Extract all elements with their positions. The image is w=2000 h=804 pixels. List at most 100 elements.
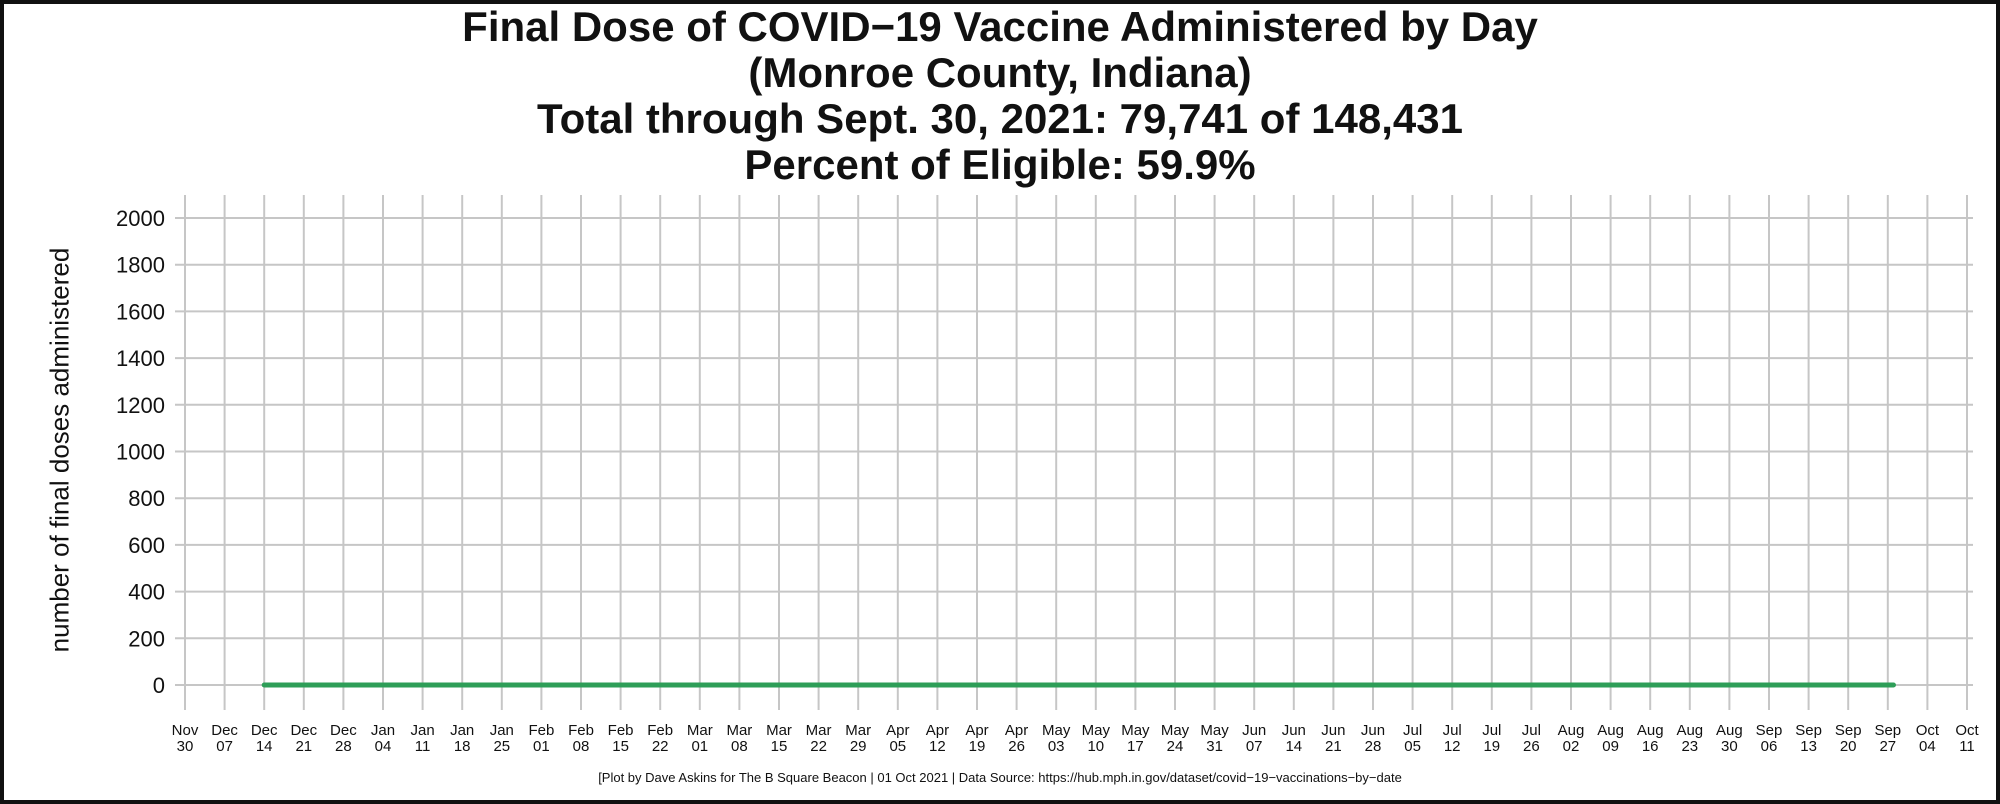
x-tick-label: Jul 19 [1482,722,1501,755]
x-tick-label: Aug 16 [1637,722,1664,755]
x-tick-month: Jan [411,722,435,739]
x-tick-month: Oct [1916,722,1940,739]
y-tick-label: 1800 [116,253,165,278]
footer-credit: [Plot by Dave Askins for The B Square Be… [598,770,1402,785]
x-tick-day: 21 [295,738,312,755]
y-axis-ticks: 0 200 400 600 800 1000 1200 1400 1600 1800 2000 [116,206,165,698]
x-tick-month: Feb [608,722,634,739]
x-tick-month: Jan [450,722,474,739]
x-tick-label: Sep 27 [1874,722,1901,755]
x-tick-day: 02 [1563,738,1580,755]
x-tick-month: Jan [490,722,514,739]
x-tick-label: Nov 30 [172,722,199,755]
x-tick-label: Feb 22 [647,722,673,755]
x-tick-day: 15 [612,738,629,755]
x-tick-label: Jun 28 [1361,722,1385,755]
x-tick-label: May 24 [1161,722,1190,755]
y-tick-label: 0 [153,673,165,698]
x-tick-label: Oct 11 [1955,722,1979,755]
x-tick-month: Jan [371,722,395,739]
y-tick-label: 1000 [116,440,165,465]
x-tick-month: Nov [172,722,199,739]
x-tick-day: 30 [177,738,194,755]
x-tick-label: May 17 [1121,722,1150,755]
x-tick-label: Dec 14 [251,722,278,755]
x-tick-label: Apr 05 [886,722,909,755]
x-tick-day: 21 [1325,738,1342,755]
x-tick-month: Aug [1716,722,1743,739]
x-tick-label: Jan 18 [450,722,474,755]
x-tick-label: Jun 07 [1242,722,1266,755]
y-tick-label: 600 [128,533,165,558]
x-tick-day: 14 [256,738,273,755]
x-tick-day: 19 [969,738,986,755]
x-tick-label: Sep 20 [1835,722,1862,755]
x-tick-label: Mar 22 [806,722,832,755]
x-tick-day: 14 [1285,738,1302,755]
x-tick-day: 05 [889,738,906,755]
x-tick-day: 26 [1523,738,1540,755]
x-tick-label: Mar 01 [687,722,713,755]
y-tick-label: 1200 [116,393,165,418]
x-tick-day: 19 [1483,738,1500,755]
x-tick-label: Aug 23 [1676,722,1703,755]
x-tick-label: Apr 12 [926,722,949,755]
title-line-3: Total through Sept. 30, 2021: 79,741 of … [537,95,1463,142]
x-tick-label: Mar 08 [726,722,752,755]
x-tick-month: May [1042,722,1071,739]
title-line-2: (Monroe County, Indiana) [748,49,1252,96]
x-tick-day: 17 [1127,738,1144,755]
x-tick-month: Apr [965,722,988,739]
x-tick-day: 08 [573,738,590,755]
x-tick-month: Jul [1443,722,1462,739]
x-tick-label: Jan 11 [411,722,435,755]
x-tick-label: Jul 12 [1443,722,1462,755]
x-tick-month: Sep [1756,722,1783,739]
x-tick-month: Feb [528,722,554,739]
x-tick-label: May 03 [1042,722,1071,755]
x-tick-day: 22 [810,738,827,755]
x-tick-label: Jun 14 [1282,722,1306,755]
x-tick-day: 11 [1959,738,1975,755]
x-tick-label: Apr 26 [1005,722,1028,755]
x-tick-month: Apr [886,722,909,739]
x-tick-month: Feb [647,722,673,739]
x-tick-month: Jun [1321,722,1345,739]
x-tick-month: Mar [687,722,713,739]
x-tick-label: Dec 28 [330,722,357,755]
x-tick-label: Dec 21 [290,722,317,755]
x-tick-day: 24 [1167,738,1184,755]
x-tick-month: Sep [1835,722,1862,739]
x-tick-label: Feb 15 [608,722,634,755]
x-tick-month: Mar [766,722,792,739]
grid-lines [175,195,1973,710]
x-tick-day: 29 [850,738,867,755]
x-tick-day: 16 [1642,738,1659,755]
x-tick-month: Mar [806,722,832,739]
x-tick-label: Aug 02 [1558,722,1585,755]
x-tick-day: 18 [454,738,471,755]
x-tick-day: 28 [335,738,352,755]
x-tick-day: 09 [1602,738,1619,755]
x-tick-day: 25 [493,738,510,755]
x-tick-month: Jul [1522,722,1541,739]
x-tick-label: Jun 21 [1321,722,1345,755]
x-tick-month: May [1200,722,1229,739]
y-tick-label: 1400 [116,346,165,371]
x-tick-month: Feb [568,722,594,739]
x-tick-day: 11 [415,738,431,755]
x-tick-day: 22 [652,738,669,755]
x-tick-label: Dec 07 [211,722,238,755]
x-tick-day: 07 [1246,738,1263,755]
y-tick-label: 1600 [116,299,165,324]
x-tick-day: 05 [1404,738,1421,755]
x-tick-label: Mar 15 [766,722,792,755]
x-tick-day: 15 [771,738,788,755]
x-tick-label: Mar 29 [845,722,871,755]
x-tick-month: Sep [1874,722,1901,739]
x-tick-month: Jul [1403,722,1422,739]
y-tick-label: 200 [128,626,165,651]
x-tick-day: 31 [1206,738,1223,755]
x-tick-label: Aug 30 [1716,722,1743,755]
